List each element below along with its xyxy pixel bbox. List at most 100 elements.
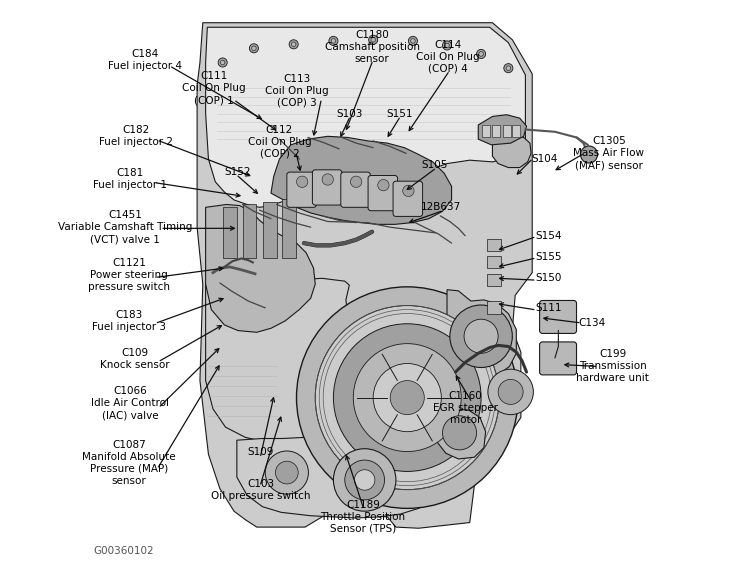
Circle shape [351, 176, 362, 187]
Circle shape [442, 416, 476, 450]
Circle shape [403, 185, 414, 197]
Bar [223, 207, 237, 258]
FancyBboxPatch shape [539, 300, 576, 333]
Text: 12B637: 12B637 [421, 202, 462, 212]
Text: C109
Knock sensor: C109 Knock sensor [100, 348, 170, 370]
Text: C199
Transmission
hardware unit: C199 Transmission hardware unit [576, 349, 649, 383]
Text: C1189
Throttle Position
Sensor (TPS): C1189 Throttle Position Sensor (TPS) [320, 500, 406, 534]
Polygon shape [206, 278, 440, 442]
Circle shape [371, 37, 376, 42]
Text: C1451
Variable Camshaft Timing
(VCT) valve 1: C1451 Variable Camshaft Timing (VCT) val… [58, 210, 192, 244]
Bar [487, 274, 501, 286]
Circle shape [322, 174, 334, 185]
Circle shape [354, 344, 462, 452]
Text: C182
Fuel injector 2: C182 Fuel injector 2 [98, 126, 173, 147]
Circle shape [498, 379, 523, 404]
Circle shape [220, 60, 225, 65]
Text: S155: S155 [535, 252, 562, 262]
Polygon shape [206, 204, 315, 332]
Text: C103
Oil pressure switch: C103 Oil pressure switch [211, 479, 310, 500]
Bar [263, 202, 276, 258]
Circle shape [476, 49, 486, 59]
Text: C183
Fuel injector 3: C183 Fuel injector 3 [92, 310, 166, 332]
Text: C113
Coil On Plug
(COP) 3: C113 Coil On Plug (COP) 3 [265, 74, 329, 108]
Bar [282, 199, 296, 258]
Circle shape [390, 381, 424, 415]
FancyBboxPatch shape [312, 170, 342, 205]
Circle shape [296, 287, 518, 508]
Polygon shape [436, 409, 486, 459]
Bar [243, 204, 257, 258]
Circle shape [369, 35, 378, 44]
Circle shape [478, 52, 484, 56]
Circle shape [354, 470, 375, 490]
Circle shape [450, 305, 512, 367]
Circle shape [334, 324, 481, 471]
Circle shape [464, 319, 498, 353]
Circle shape [581, 146, 598, 163]
Circle shape [249, 44, 259, 53]
Polygon shape [492, 135, 531, 168]
Circle shape [345, 460, 384, 500]
Bar [512, 125, 520, 137]
Circle shape [315, 306, 499, 490]
Circle shape [411, 39, 415, 43]
FancyBboxPatch shape [368, 176, 398, 211]
FancyBboxPatch shape [539, 342, 576, 375]
Polygon shape [271, 136, 451, 224]
Text: C1180
Camshaft position
sensor: C1180 Camshaft position sensor [325, 30, 420, 64]
Text: C134: C134 [578, 318, 606, 328]
Text: C1121
Power steering
pressure switch: C1121 Power steering pressure switch [88, 258, 170, 293]
Text: C114
Coil On Plug
(COP) 4: C114 Coil On Plug (COP) 4 [416, 40, 480, 74]
Polygon shape [206, 27, 526, 207]
Polygon shape [447, 290, 516, 378]
Circle shape [503, 64, 513, 73]
Text: C1160
EGR stepper
motor: C1160 EGR stepper motor [433, 391, 498, 425]
Circle shape [276, 461, 298, 484]
Text: S150: S150 [535, 273, 562, 283]
Polygon shape [478, 115, 526, 145]
FancyBboxPatch shape [287, 172, 316, 207]
Text: S154: S154 [535, 231, 562, 241]
Circle shape [331, 39, 336, 43]
Circle shape [378, 179, 389, 191]
Text: S109: S109 [248, 446, 274, 457]
Text: C184
Fuel injector 4: C184 Fuel injector 4 [108, 49, 182, 70]
Text: C1066
Idle Air Control
(IAC) valve: C1066 Idle Air Control (IAC) valve [91, 386, 169, 420]
Text: S104: S104 [531, 154, 557, 164]
Text: S103: S103 [336, 108, 362, 119]
Circle shape [251, 46, 257, 51]
Text: G00360102: G00360102 [94, 545, 154, 556]
Circle shape [409, 36, 417, 45]
Circle shape [373, 364, 441, 432]
Text: C181
Fuel injector 1: C181 Fuel injector 1 [93, 168, 167, 190]
Bar [503, 125, 511, 137]
Text: S152: S152 [225, 166, 251, 177]
Circle shape [506, 66, 511, 70]
Bar [487, 301, 501, 314]
Circle shape [334, 449, 396, 511]
Circle shape [296, 176, 308, 187]
Bar [487, 256, 501, 268]
Polygon shape [197, 23, 532, 528]
Circle shape [488, 369, 534, 415]
Circle shape [265, 451, 309, 494]
Text: C1087
Manifold Absolute
Pressure (MAP)
sensor: C1087 Manifold Absolute Pressure (MAP) s… [82, 440, 176, 486]
Circle shape [445, 43, 449, 48]
FancyBboxPatch shape [341, 172, 370, 207]
Polygon shape [237, 435, 444, 518]
Text: C112
Coil On Plug
(COP) 2: C112 Coil On Plug (COP) 2 [248, 125, 311, 159]
Text: C111
Coil On Plug
(COP) 1: C111 Coil On Plug (COP) 1 [182, 71, 246, 105]
Text: S105: S105 [421, 160, 448, 170]
Text: S111: S111 [535, 303, 562, 313]
Circle shape [442, 41, 451, 50]
Circle shape [218, 58, 227, 67]
FancyBboxPatch shape [393, 181, 423, 216]
Circle shape [291, 42, 296, 47]
Bar [487, 239, 501, 251]
Circle shape [329, 36, 338, 45]
Bar [492, 125, 501, 137]
Circle shape [289, 40, 298, 49]
Text: C1305
Mass Air Flow
(MAF) sensor: C1305 Mass Air Flow (MAF) sensor [573, 136, 645, 170]
Bar [482, 125, 490, 137]
